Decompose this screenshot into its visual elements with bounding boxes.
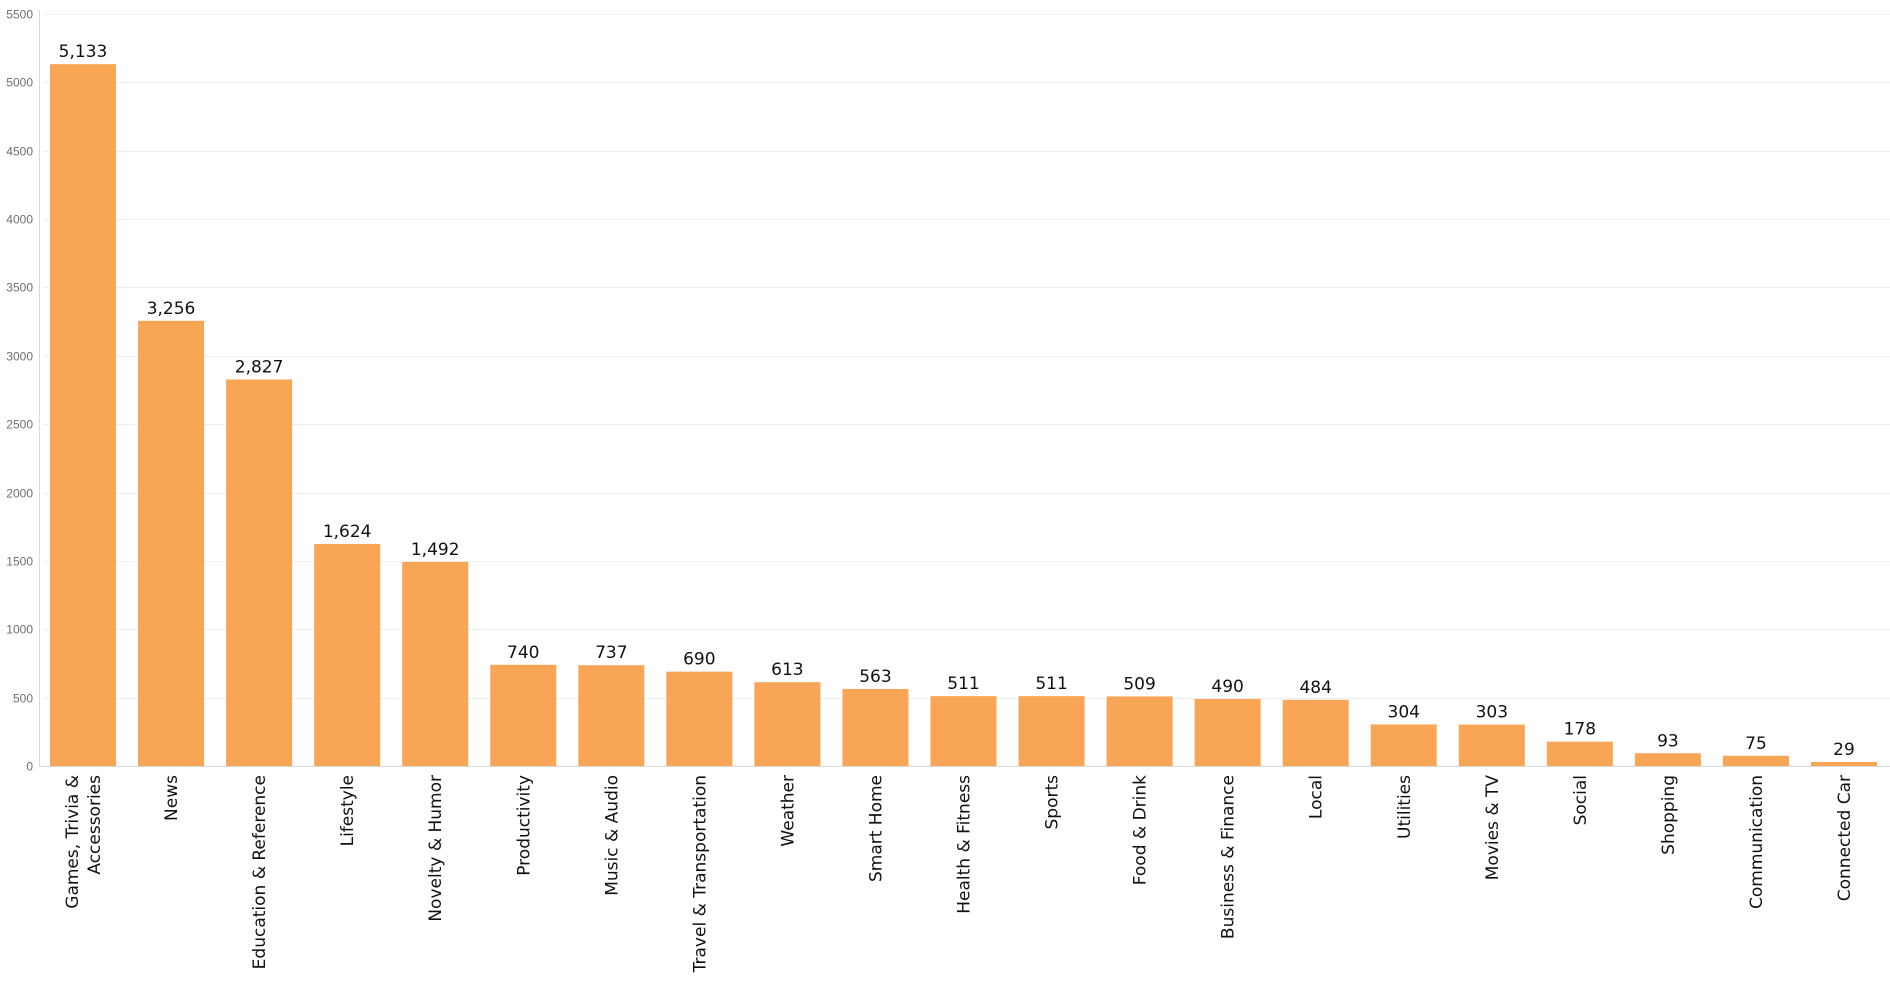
bar: [1546, 741, 1613, 766]
y-tick-label: 2500: [6, 418, 33, 432]
x-tick-label: Health & Fitness: [955, 775, 975, 914]
y-axis: 0 500 1000 1500 2000 2500 3000 3500 4000 4500 5000…: [6, 8, 40, 774]
x-tick-label: Games, Trivia &: [63, 775, 83, 909]
x-tick-label: Novelty & Humor: [426, 775, 446, 922]
x-tick-label: News: [162, 775, 182, 821]
x-tick-label: Social: [1571, 775, 1591, 825]
y-tick-label: 4000: [6, 213, 33, 227]
bars: [50, 64, 1877, 767]
bar-value-label: 1,492: [411, 540, 460, 560]
bar-value-label: 93: [1657, 731, 1679, 751]
bar-value-label: 304: [1388, 702, 1420, 722]
bar: [1194, 699, 1261, 766]
bar: [1634, 753, 1701, 766]
bar: [50, 64, 116, 767]
bar: [930, 696, 997, 766]
bar-value-label: 178: [1564, 720, 1596, 740]
bar: [578, 665, 645, 766]
x-tick-label: Education & Reference: [250, 775, 270, 969]
y-tick-label: 5000: [6, 76, 33, 90]
bar-value-label: 563: [859, 667, 891, 687]
bar-value-label: 2,827: [235, 357, 284, 377]
x-tick-label: Food & Drink: [1131, 775, 1151, 885]
bar: [1458, 724, 1525, 766]
bar-value-label: 511: [1035, 674, 1067, 694]
bar-value-label: 511: [947, 674, 979, 694]
bar-value-label: 613: [771, 660, 803, 680]
x-tick-label: Music & Audio: [602, 775, 622, 896]
bar: [842, 689, 909, 766]
x-tick-label: Productivity: [514, 775, 534, 876]
bar: [402, 562, 469, 766]
bar: [1282, 699, 1349, 766]
x-tick-label: Smart Home: [866, 775, 886, 882]
y-tick-label: 500: [13, 692, 33, 706]
x-tick-label: Communication: [1747, 775, 1767, 909]
bar-value-label: 484: [1299, 678, 1331, 698]
y-tick-label: 2000: [6, 487, 33, 501]
bar-value-label: 303: [1476, 703, 1508, 723]
y-tick-label: 1000: [6, 623, 33, 637]
x-tick-label: Travel & Transportation: [690, 775, 710, 973]
bar-value-label: 5,133: [59, 42, 108, 62]
y-tick-label: 0: [26, 760, 33, 774]
x-tick-label: Movies & TV: [1483, 775, 1503, 881]
bar: [1370, 724, 1437, 766]
x-axis: Games, Trivia & Accessories News Education …: [40, 766, 1890, 973]
bar-value-label: 737: [595, 643, 627, 663]
bar: [666, 671, 733, 766]
x-tick-label: Business & Finance: [1219, 775, 1239, 939]
x-tick-label: Accessories: [85, 775, 105, 875]
x-tick-label: Lifestyle: [338, 775, 358, 846]
bar: [1018, 696, 1085, 766]
bar: [490, 664, 557, 766]
bar-value-label: 509: [1123, 674, 1155, 694]
bar-value-label: 490: [1211, 677, 1243, 697]
y-tick-label: 4500: [6, 145, 33, 159]
bar-value-labels: 5,133 3,256 2,827 1,624 1,492 740 737 690 613 563…: [59, 42, 1855, 760]
bar-value-label: 29: [1833, 740, 1855, 760]
bar: [138, 320, 205, 766]
y-tick-label: 3000: [6, 350, 33, 364]
bar: [1106, 696, 1173, 766]
bar: [226, 379, 293, 766]
bar-value-label: 1,624: [323, 522, 372, 542]
bar: [1811, 762, 1877, 766]
y-tick-label: 1500: [6, 555, 33, 569]
bar: [754, 682, 821, 766]
y-tick-label: 3500: [6, 281, 33, 295]
x-tick-label: Sports: [1043, 775, 1063, 830]
bar-value-label: 3,256: [147, 299, 196, 319]
x-tick-label: Local: [1307, 775, 1327, 819]
x-tick-label: Connected Car: [1835, 775, 1855, 901]
bar-value-label: 75: [1745, 734, 1767, 754]
x-tick-label: Weather: [778, 775, 798, 847]
x-tick-label: Shopping: [1659, 775, 1679, 855]
bar-value-label: 740: [507, 643, 539, 663]
bar-value-label: 690: [683, 650, 715, 670]
bar: [1722, 755, 1789, 766]
y-tick-label: 5500: [6, 8, 33, 22]
x-tick-label: Utilities: [1395, 775, 1415, 839]
bar: [314, 543, 381, 766]
